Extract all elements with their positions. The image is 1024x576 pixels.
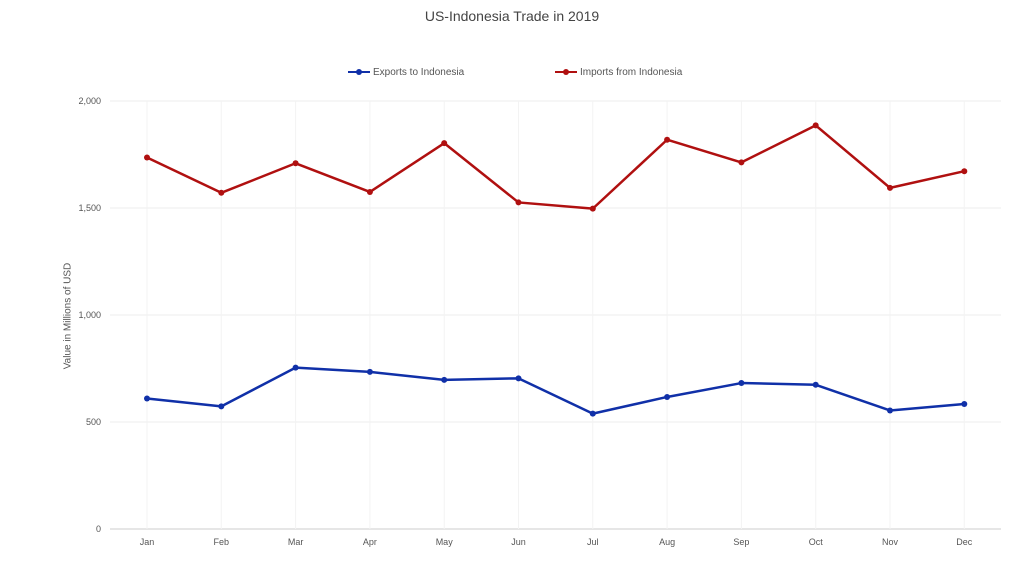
data-point-imports — [292, 160, 299, 167]
x-tick-label: Dec — [956, 537, 973, 547]
legend-label-exports: Exports to Indonesia — [373, 66, 465, 78]
data-point-exports — [812, 381, 819, 388]
data-point-imports — [812, 122, 819, 129]
data-point-exports — [144, 395, 150, 402]
data-point-imports — [887, 184, 893, 191]
y-tick-label: 500 — [86, 417, 101, 427]
data-point-exports — [664, 393, 671, 400]
legend-item-imports[interactable]: Imports from Indonesia — [555, 64, 682, 80]
data-point-imports — [515, 199, 522, 206]
x-tick-label: Jul — [587, 537, 599, 547]
data-point-imports — [144, 154, 150, 161]
x-tick-label: Feb — [214, 537, 230, 547]
x-tick-label: May — [436, 537, 454, 547]
y-tick-label: 1,000 — [78, 310, 101, 320]
data-point-imports — [961, 168, 968, 175]
data-point-imports — [589, 205, 596, 212]
data-point-exports — [515, 375, 522, 382]
data-point-exports — [887, 407, 893, 414]
legend-swatch-exports — [348, 69, 370, 75]
data-point-imports — [664, 136, 671, 143]
x-tick-label: Jan — [140, 537, 155, 547]
data-point-exports — [589, 410, 596, 417]
y-tick-label: 2,000 — [78, 96, 101, 106]
data-point-imports — [441, 140, 448, 147]
y-tick-label: 1,500 — [78, 203, 101, 213]
series-line-imports — [146, 124, 965, 210]
x-tick-label: Apr — [363, 537, 377, 547]
series-line-exports — [146, 366, 965, 415]
chart-title: US-Indonesia Trade in 2019 — [424, 8, 600, 24]
data-point-imports — [218, 189, 225, 196]
legend-swatch-imports — [555, 69, 577, 75]
legend-item-exports[interactable]: Exports to Indonesia — [348, 64, 464, 80]
x-tick-label: Oct — [809, 537, 824, 547]
x-tick-label: Jun — [511, 537, 526, 547]
x-tick-label: Aug — [659, 537, 675, 547]
x-tick-label: Mar — [288, 537, 304, 547]
legend-label-imports: Imports from Indonesia — [580, 66, 683, 78]
x-tick-label: Nov — [882, 537, 899, 547]
data-point-exports — [961, 401, 968, 408]
y-tick-label: 0 — [96, 524, 101, 534]
data-point-imports — [366, 188, 373, 195]
data-point-exports — [292, 364, 299, 371]
data-point-exports — [366, 368, 373, 375]
data-point-exports — [738, 380, 745, 387]
x-tick-label: Sep — [733, 537, 749, 547]
chart-legend: Exports to Indonesia Imports from Indone… — [0, 64, 1024, 80]
data-point-imports — [738, 159, 745, 166]
data-point-exports — [441, 376, 448, 383]
data-point-exports — [218, 403, 225, 410]
